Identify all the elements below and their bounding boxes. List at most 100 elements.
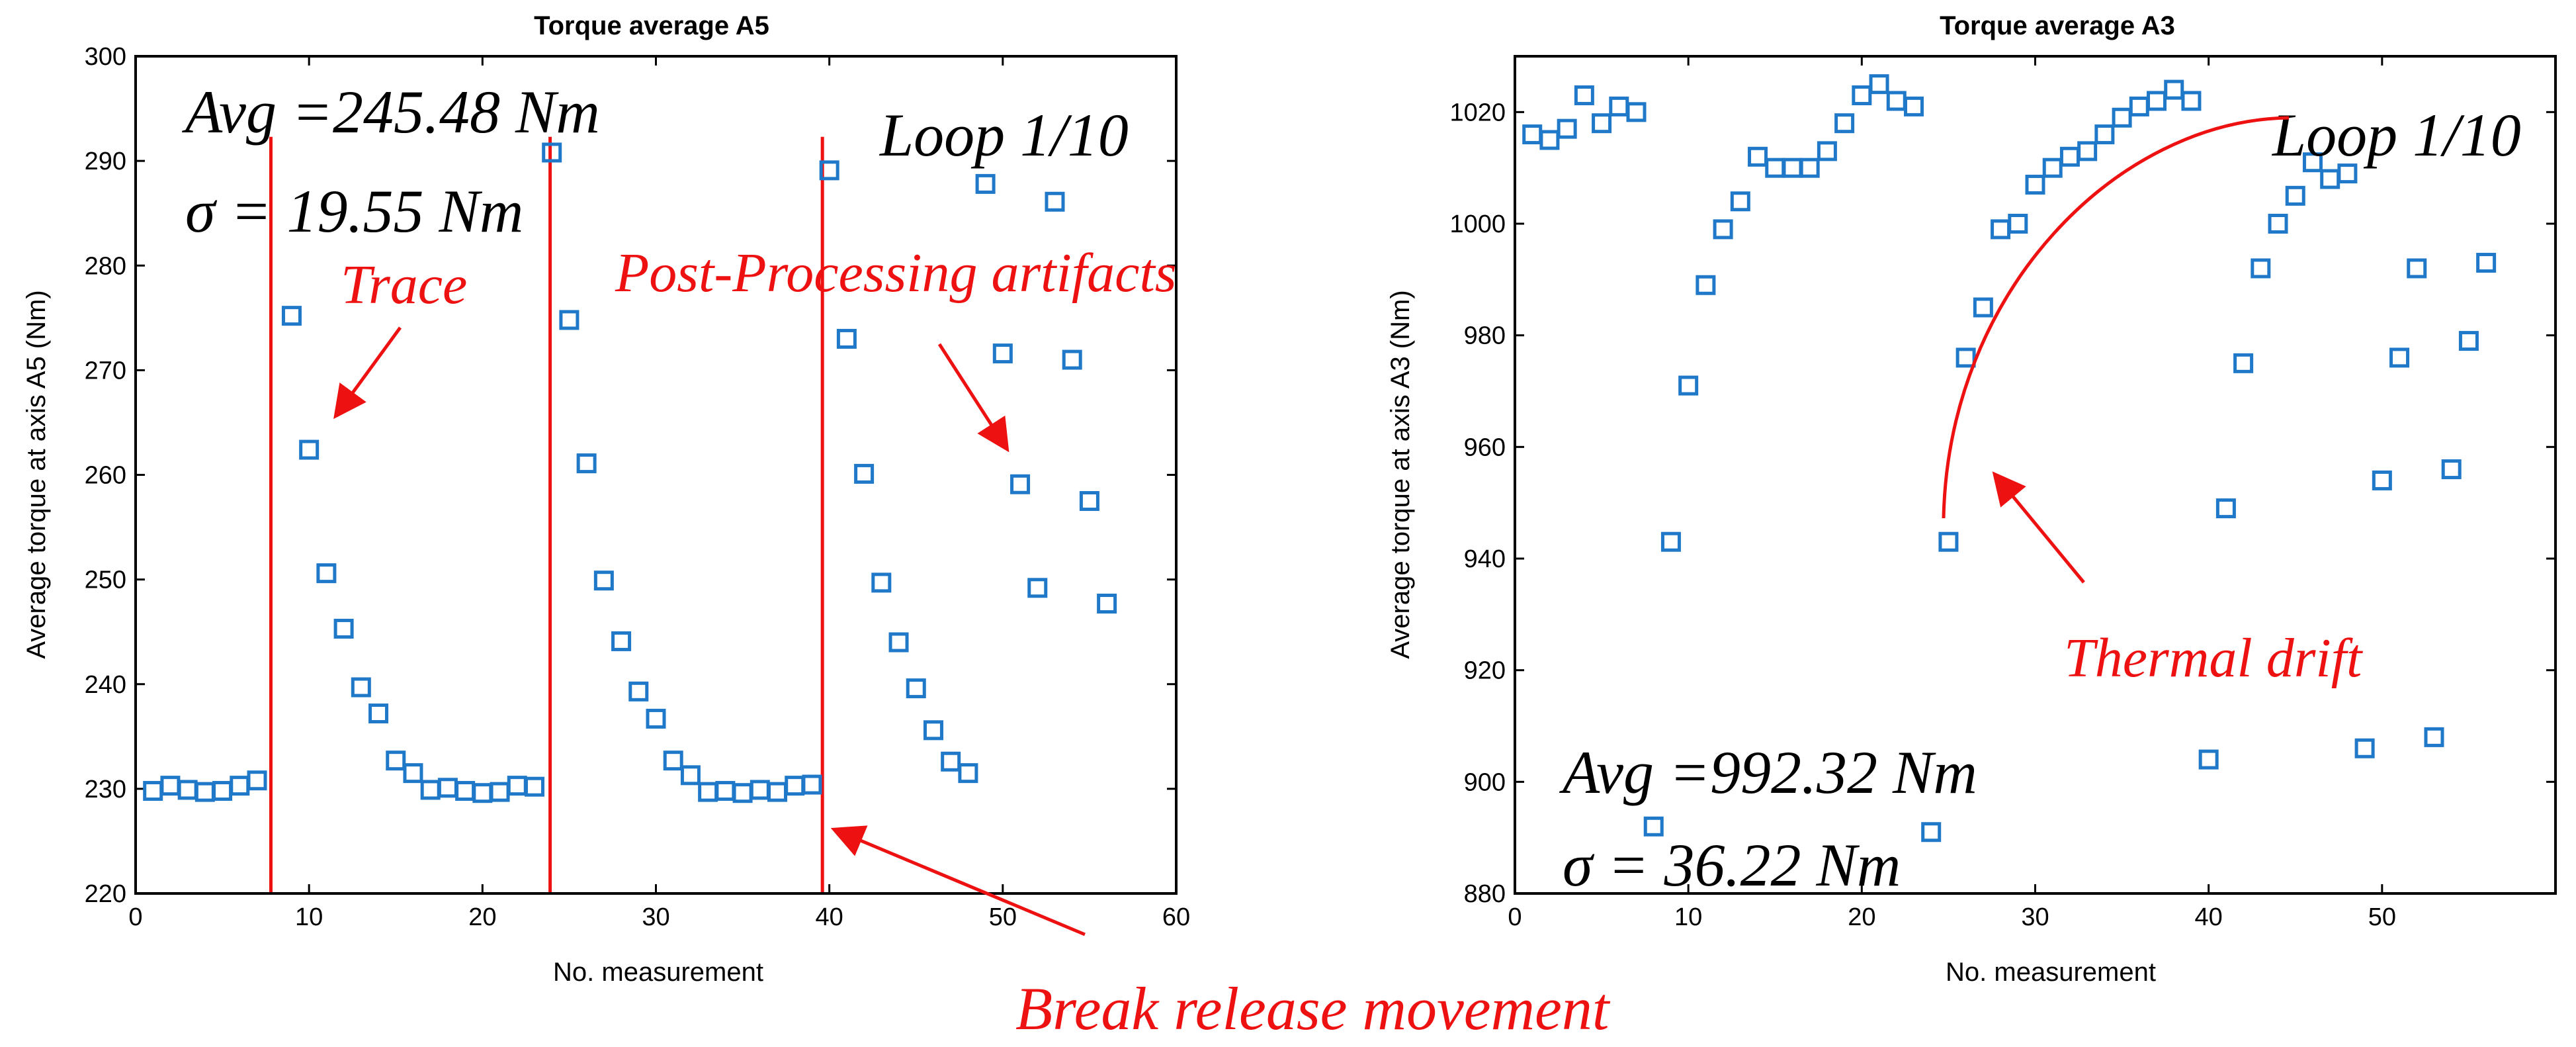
chart-title-a3: Torque average A3 [1940,11,2175,40]
break-release-arrow [830,825,1086,936]
data-point [1938,531,1959,552]
data-point [1660,531,1681,552]
data-point [2215,498,2236,519]
y-tick-label: 280 [85,252,126,280]
data-point [230,776,250,796]
a5-avg-annotation: Avg =245.48 Nm [181,78,600,146]
data-point [1539,130,1560,150]
data-point [1834,113,1855,134]
x-tick-label: 10 [1674,903,1702,931]
y-tick-label: 290 [85,148,126,175]
data-point [1799,158,1820,178]
x-tick-label: 20 [468,903,496,931]
data-point [2407,258,2427,279]
data-point [1592,113,1612,134]
data-point [1027,578,1048,598]
data-point [2285,185,2305,206]
data-point [715,781,736,801]
a3-plot-frame [1514,55,2557,895]
data-point [819,160,839,181]
data-point [1574,85,1594,106]
y-tick-label: 960 [1464,433,1506,461]
data-point [576,453,597,474]
data-point [2181,91,2202,111]
data-point [2302,152,2323,173]
data-point [194,782,215,802]
data-point [975,173,996,194]
a3-thermal-drift-annotation: Thermal drift [2064,627,2364,689]
data-point [403,763,423,784]
data-point [542,142,562,163]
thermal-drift-arrow [1992,471,2085,584]
a5-x-axis-label: No. measurement [553,958,763,987]
data-point [906,678,926,699]
y-tick-label: 300 [85,43,126,71]
x-tick-label: 0 [1508,903,1522,931]
data-point [1062,349,1082,370]
data-point [281,306,302,326]
data-point [1782,158,1803,178]
data-point [2476,253,2497,273]
y-tick-label: 260 [85,462,126,490]
a3-x-axis-label: No. measurement [1946,958,2156,987]
data-point [1522,124,1543,145]
data-point [2198,749,2219,770]
x-tick-label: 0 [128,903,142,931]
x-tick-label: 50 [2368,903,2396,931]
data-point [2389,347,2410,368]
data-point [646,708,666,729]
break-release-caption: Break release movement [1015,975,1611,1042]
data-point [437,778,458,798]
data-point [1696,275,1716,295]
data-point [2129,96,2149,116]
data-point [1817,141,1837,161]
data-point [1079,491,1099,512]
data-point [1730,191,1750,212]
a5-trace-annotation: Trace [341,254,467,316]
x-tick-label: 30 [642,903,669,931]
x-tick-label: 40 [2195,903,2223,931]
y-tick-label: 220 [85,880,126,908]
data-point [507,776,527,796]
y-tick-label: 920 [1464,657,1506,685]
data-point [212,781,233,801]
a3-sigma-annotation: σ = 36.22 Nm [1563,831,1901,899]
data-point [923,720,943,741]
data-point [992,343,1013,364]
data-point [316,563,337,584]
a5-data-points [143,142,1117,803]
data-point [2008,214,2028,234]
data-point [2458,331,2479,351]
data-point [524,776,544,797]
y-tick-label: 1000 [1449,210,1506,238]
data-point [472,783,493,803]
data-point [351,677,371,698]
x-tick-label: 10 [295,903,323,931]
data-point [143,781,163,801]
data-point [2372,470,2392,490]
data-point [2320,169,2340,189]
data-point [455,781,476,801]
chart-torque-a5: Torque average A5 0 10 20 30 40 50 60 220 230 240… [22,11,1190,987]
data-point [1045,191,1065,212]
data-point [888,632,909,653]
a5-ticks: 0 10 20 30 40 50 60 220 230 240 250 260 270 280 290 300 [85,43,1191,931]
data-point [1921,822,1942,842]
data-point [732,783,753,803]
x-tick-label: 50 [989,903,1017,931]
data-point [611,631,632,651]
data-point [2354,738,2375,758]
data-point [420,780,441,800]
thermal-drift-curve [1942,116,2290,519]
a5-plot-frame [134,55,1178,895]
data-point [785,776,805,796]
trace-arrow [333,326,402,420]
y-tick-label: 250 [85,567,126,594]
x-tick-label: 40 [816,903,843,931]
data-point [628,681,649,702]
a3-data-points [1522,74,2497,842]
data-point [247,770,267,791]
data-point [2147,91,2167,111]
data-point [177,780,198,800]
